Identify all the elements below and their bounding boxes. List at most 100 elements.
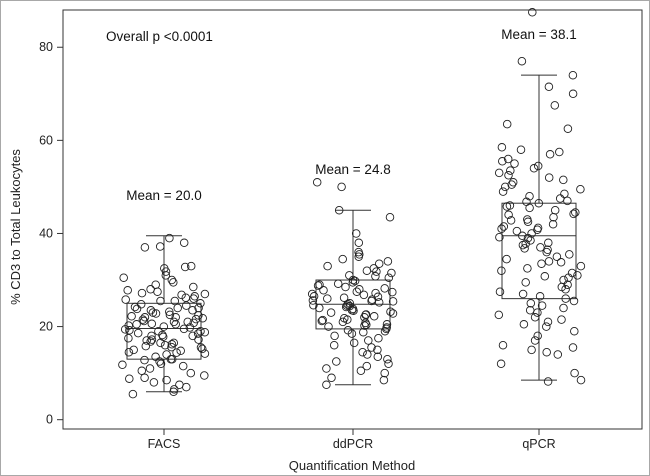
data-point: [327, 373, 336, 383]
data-point: [571, 208, 580, 217]
data-point: [315, 280, 324, 289]
data-point: [373, 292, 383, 302]
data-point: [565, 250, 574, 259]
data-point: [341, 282, 350, 292]
data-point: [196, 299, 205, 308]
data-point: [530, 336, 540, 345]
data-point: [380, 326, 390, 336]
data-point: [119, 273, 128, 282]
data-point: [561, 285, 570, 294]
data-point: [499, 222, 509, 231]
data-point: [374, 333, 383, 343]
data-point: [149, 378, 159, 387]
data-point: [388, 309, 398, 318]
data-point: [507, 180, 516, 189]
data-point: [196, 326, 205, 336]
data-point: [380, 368, 389, 378]
data-point: [373, 352, 383, 362]
data-point: [146, 337, 155, 346]
data-point: [569, 296, 579, 306]
data-point: [323, 294, 332, 303]
y-tick-label: 60: [39, 133, 53, 147]
data-point: [177, 290, 186, 300]
data-point: [308, 296, 318, 305]
data-point: [576, 184, 585, 194]
data-point: [523, 264, 532, 273]
data-point: [573, 271, 582, 280]
data-point: [555, 147, 564, 157]
data-point: [309, 300, 318, 310]
data-point: [506, 216, 516, 225]
data-point: [186, 368, 196, 378]
mean-label: Mean = 38.1: [501, 27, 576, 42]
data-point: [576, 375, 586, 385]
data-point: [523, 233, 533, 243]
data-point: [542, 322, 551, 331]
data-point: [345, 301, 355, 311]
data-point: [379, 375, 389, 385]
data-point: [333, 279, 343, 288]
data-point: [337, 182, 346, 192]
data-point: [385, 212, 395, 222]
data-point: [537, 259, 546, 268]
data-point: [165, 310, 175, 320]
y-tick-label: 20: [39, 320, 53, 334]
data-point: [361, 310, 371, 319]
data-point: [185, 323, 195, 332]
data-point: [534, 198, 544, 208]
data-point: [194, 311, 203, 320]
data-point: [354, 238, 364, 248]
data-point: [156, 338, 165, 348]
data-point: [498, 187, 508, 196]
data-point: [529, 164, 539, 173]
data-point: [500, 182, 510, 192]
data-point: [576, 261, 586, 271]
data-point: [542, 347, 551, 357]
data-point: [519, 320, 529, 329]
data-point: [176, 346, 185, 356]
data-point: [138, 315, 148, 324]
data-point: [324, 322, 333, 331]
data-point: [338, 254, 347, 264]
data-point: [161, 271, 171, 280]
data-point: [495, 232, 504, 242]
data-point: [160, 340, 170, 350]
data-point: [523, 217, 533, 227]
data-point: [169, 317, 179, 327]
data-point: [362, 361, 372, 371]
data-point: [317, 316, 327, 326]
data-point: [142, 336, 151, 345]
data-point: [147, 319, 157, 329]
data-point: [502, 119, 512, 129]
data-point: [570, 326, 579, 336]
data-point: [508, 178, 518, 187]
data-point: [544, 173, 554, 182]
data-point: [497, 224, 506, 234]
data-point: [497, 266, 506, 275]
data-point: [512, 226, 522, 236]
data-point: [498, 157, 507, 166]
data-point: [172, 348, 181, 357]
data-point: [173, 303, 182, 313]
data-point: [359, 327, 368, 337]
data-point: [384, 359, 393, 369]
data-point: [123, 286, 132, 295]
data-point: [518, 231, 527, 241]
data-point: [367, 343, 376, 352]
data-point: [560, 189, 569, 199]
data-point: [169, 387, 178, 397]
data-point: [334, 205, 344, 215]
data-point: [323, 261, 332, 271]
data-point: [165, 307, 174, 316]
x-tick-label: qPCR: [522, 437, 555, 451]
data-point: [124, 347, 134, 357]
data-point: [125, 374, 134, 383]
data-point: [182, 382, 191, 392]
data-point: [525, 191, 534, 201]
data-point: [200, 349, 210, 358]
data-point: [153, 287, 162, 296]
data-point: [348, 278, 358, 287]
data-point: [568, 70, 578, 80]
data-point: [200, 371, 209, 380]
